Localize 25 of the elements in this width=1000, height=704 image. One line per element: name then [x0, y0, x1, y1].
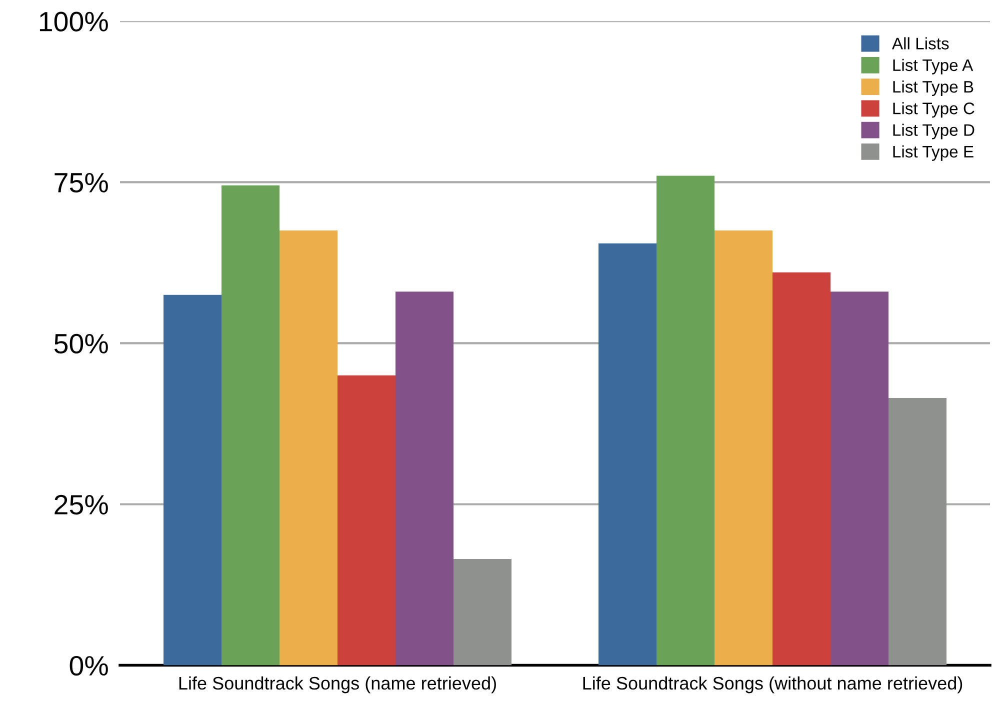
y-tick-label: 50%: [54, 334, 108, 354]
bar: [222, 185, 280, 666]
bar: [338, 375, 396, 666]
bar: [454, 558, 512, 666]
bar: [714, 230, 772, 666]
bar: [280, 230, 338, 666]
y-tick-label: 0%: [70, 656, 108, 676]
legend-label: All Lists: [892, 37, 949, 50]
y-tick-label: 100%: [40, 12, 108, 32]
bar: [830, 292, 888, 666]
bar: [598, 243, 656, 666]
legend-label: List Type D: [893, 124, 974, 140]
y-tick-label: 75%: [54, 172, 108, 192]
legend-label: List Type B: [893, 80, 974, 96]
bar: [772, 272, 830, 666]
x-tick-label: Life Soundtrack Songs (without name retrieved): [583, 676, 962, 694]
y-tick-label: 25%: [54, 494, 108, 515]
legend-label: List Type E: [893, 145, 974, 161]
legend-label: List Type C: [893, 102, 974, 118]
bar: [164, 294, 222, 666]
bar: [888, 398, 946, 666]
x-tick-label: Life Soundtrack Songs (name retrieved): [179, 676, 496, 694]
legend-label: List Type A: [893, 58, 974, 74]
bar: [396, 292, 454, 666]
bar: [656, 176, 714, 666]
